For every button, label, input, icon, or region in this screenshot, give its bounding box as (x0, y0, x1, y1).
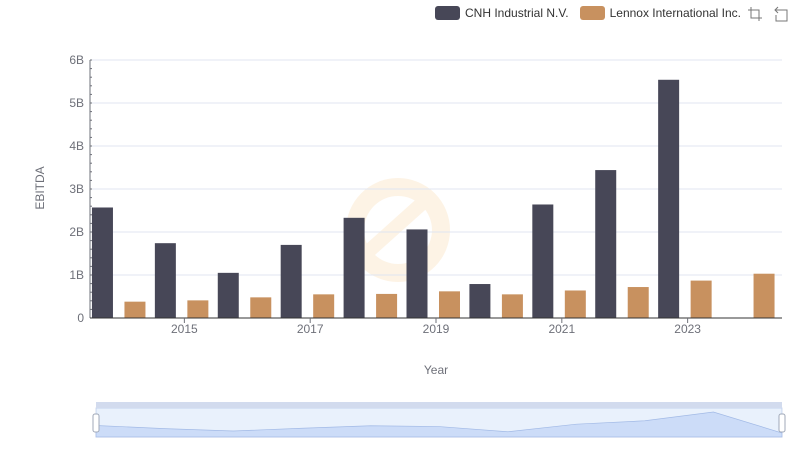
bar-lennox-2014[interactable] (124, 301, 146, 318)
x-tick-label: 2017 (297, 322, 324, 336)
bar-cnh-2017[interactable] (280, 244, 302, 318)
bar-cnh-2019[interactable] (406, 229, 428, 318)
y-tick-label: 3B (69, 182, 84, 196)
legend-item-lennox[interactable]: Lennox International Inc. (579, 6, 742, 20)
legend-label-cnh: CNH Industrial N.V. (465, 6, 569, 20)
x-tick-label: 2015 (171, 322, 198, 336)
toolbox (747, 6, 799, 22)
zoom-icon[interactable] (747, 6, 763, 22)
legend-item-cnh[interactable]: CNH Industrial N.V. (435, 6, 569, 20)
bar-lennox-2022[interactable] (627, 287, 649, 318)
legend-swatch-cnh (435, 6, 460, 20)
restore-icon[interactable] (773, 6, 789, 22)
y-tick-label: 6B (69, 53, 84, 67)
y-tick-label: 2B (69, 225, 84, 239)
bar-cnh-2020[interactable] (469, 284, 491, 318)
x-axis-title: Year (424, 363, 448, 377)
bar-cnh-2016[interactable] (217, 272, 239, 318)
data-zoom-slider[interactable] (92, 402, 786, 438)
bars (91, 79, 775, 318)
legend-swatch-lennox (579, 6, 605, 20)
data-zoom-selection[interactable] (96, 408, 782, 437)
bar-cnh-2018[interactable] (343, 217, 365, 318)
bar-cnh-2021[interactable] (532, 204, 554, 318)
bar-lennox-2015[interactable] (187, 300, 209, 318)
x-tick-label: 2023 (674, 322, 701, 336)
bar-lennox-2019[interactable] (439, 291, 460, 318)
bar-lennox-2017[interactable] (313, 294, 335, 318)
legend-label-lennox: Lennox International Inc. (609, 6, 742, 20)
bar-lennox-2018[interactable] (376, 293, 398, 318)
data-zoom-top-bar[interactable] (96, 402, 782, 408)
data-zoom-handle-left[interactable] (92, 413, 100, 433)
data-zoom-handle-right[interactable] (778, 413, 786, 433)
bar-lennox-2024[interactable] (753, 273, 775, 318)
y-axis: 0 1B 2B 3B 4B 5B 6B (69, 53, 92, 325)
y-axis-title: EBITDA (33, 166, 47, 209)
y-tick-label: 5B (69, 96, 84, 110)
y-tick-label: 0 (77, 311, 84, 325)
y-tick-label: 1B (69, 268, 84, 282)
bar-cnh-2015[interactable] (154, 243, 176, 318)
bar-cnh-2014[interactable] (91, 207, 113, 318)
bar-lennox-2016[interactable] (250, 297, 272, 318)
bar-cnh-2022[interactable] (595, 170, 617, 318)
y-tick-label: 4B (69, 139, 84, 153)
bar-lennox-2021[interactable] (564, 290, 586, 318)
data-zoom-preview (95, 411, 783, 438)
x-axis: 2015 2017 2019 2021 2023 (171, 318, 701, 336)
bar-lennox-2020[interactable] (501, 294, 523, 318)
legend: CNH Industrial N.V. Lennox International… (435, 4, 752, 22)
x-tick-label: 2021 (548, 322, 575, 336)
bar-cnh-2023[interactable] (658, 79, 680, 318)
x-tick-label: 2019 (423, 322, 450, 336)
bar-lennox-2023[interactable] (690, 280, 712, 318)
